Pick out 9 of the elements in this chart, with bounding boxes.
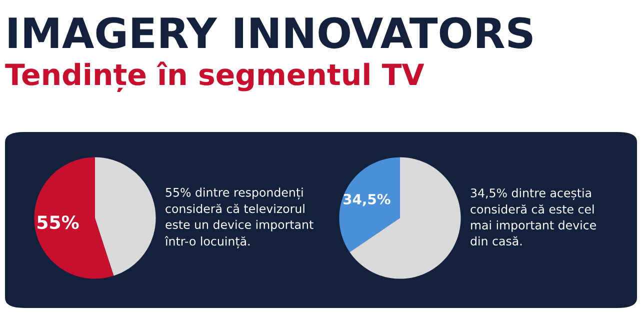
- data-label: 34,5%: [344, 194, 390, 206]
- text: 34,5% dintre aceștia consideră că este cel mai important device din casă.: [470, 188, 596, 246]
- text: Tendințe în segmentul TV: [5, 62, 424, 92]
- data-label: 55%: [38, 215, 79, 230]
- text: 55% dintre respondenți consideră că televizorul este un device important într-o locuință.: [164, 188, 314, 248]
- text: IMAGERY INNOVATORS: [8, 17, 532, 49]
- pie-slice: [95, 157, 156, 276]
- pie-slice: [339, 157, 400, 252]
- pie-slice: [34, 157, 114, 279]
